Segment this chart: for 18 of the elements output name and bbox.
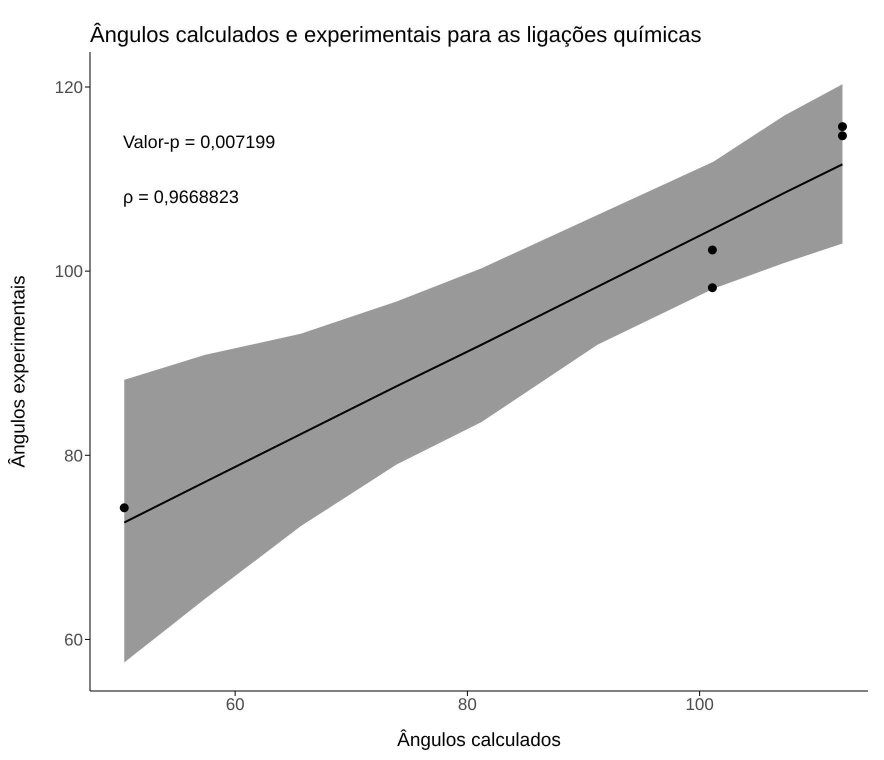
y-tick-label: 60 (64, 630, 83, 650)
x-axis-title: Ângulos calculados (397, 729, 561, 751)
point (838, 131, 847, 140)
y-axis-title: Ângulos experimentais (8, 275, 30, 468)
x-tick-label: 100 (685, 695, 714, 714)
x-tick-label: 80 (458, 695, 477, 714)
point (838, 122, 847, 132)
annotation: Valor-p = 0,007199 (123, 132, 276, 153)
y-tick-label: 120 (54, 78, 83, 98)
annotation: ρ = 0,9668823 (123, 187, 239, 208)
y-tick-label: 100 (54, 262, 83, 282)
y-tick-label: 80 (64, 446, 83, 466)
x-tick-label: 60 (226, 695, 245, 714)
chart-title: Ângulos calculados e experimentais para as ligações químicas (90, 22, 702, 48)
point (708, 283, 717, 292)
line-series (123, 163, 844, 524)
point (120, 503, 129, 512)
point (708, 245, 717, 254)
